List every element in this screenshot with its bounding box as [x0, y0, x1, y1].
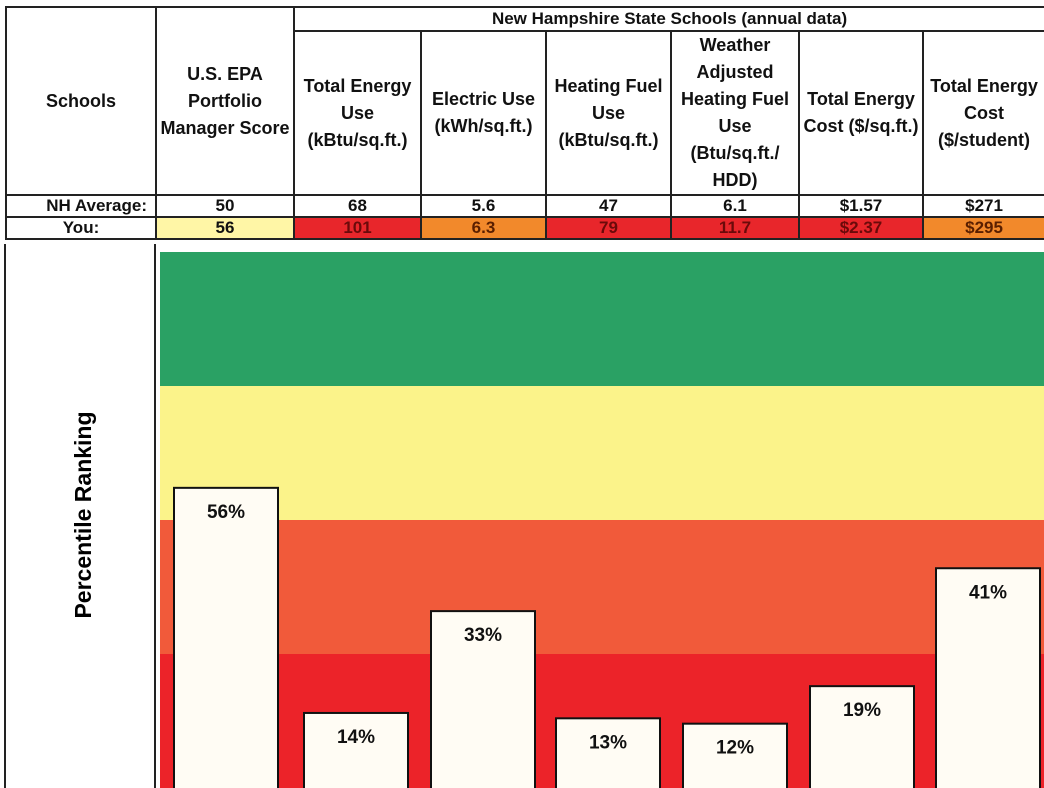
column-header: Weather Adjusted Heating Fuel Use (Btu/s… [670, 30, 800, 196]
bar [682, 722, 788, 788]
column-header: Heating Fuel Use (kBtu/sq.ft.) [545, 30, 672, 196]
cell: $1.57 [798, 194, 924, 218]
band [160, 386, 1044, 520]
bar [430, 610, 536, 788]
bar [935, 567, 1041, 788]
row-label: You: [5, 216, 157, 240]
cell: $2.37 [798, 216, 924, 240]
bar [303, 711, 409, 788]
cell: 6.3 [420, 216, 547, 240]
chart: Percentile Ranking 56% 14% 33% 13% 12% 19% 41% [4, 244, 1044, 788]
column-header: Total Energy Use (kBtu/sq.ft.) [293, 30, 422, 196]
band [160, 252, 1044, 386]
value-label: 12% [716, 738, 754, 759]
cell: 50 [155, 194, 295, 218]
score-header: U.S. EPA Portfolio Manager Score [155, 6, 295, 196]
cell: $295 [921, 216, 1044, 240]
corner-header: Schools [5, 6, 157, 196]
cell: 11.7 [670, 216, 800, 240]
value-label: 13% [589, 732, 627, 753]
band [160, 520, 1044, 654]
value-label: 33% [464, 625, 502, 646]
column-header: Total Energy Cost ($/sq.ft.) [798, 30, 924, 196]
cell: $271 [921, 194, 1044, 218]
table-row: NH Average: 50 68 5.6 47 6.1 $1.57 $271 [5, 194, 1044, 218]
value-label: 14% [337, 727, 375, 748]
cell: 5.6 [420, 194, 547, 218]
bar [555, 717, 661, 788]
y-axis-label: Percentile Ranking [70, 411, 96, 618]
column-header: Total Energy Cost ($/student) [921, 30, 1044, 196]
data-table: Schools U.S. EPA Portfolio Manager Score… [5, 6, 1044, 240]
value-label: 56% [207, 502, 245, 523]
cell: 6.1 [670, 194, 800, 218]
cell: 101 [293, 216, 422, 240]
table-row: You: 56 101 6.3 79 11.7 $2.37 $295 [5, 216, 1044, 240]
bar [173, 486, 279, 788]
cell: 56 [155, 216, 295, 240]
row-label: NH Average: [5, 194, 157, 218]
bar [809, 685, 915, 788]
cell: 79 [545, 216, 672, 240]
value-label: 41% [969, 582, 1007, 603]
column-header: Electric Use (kWh/sq.ft.) [420, 30, 547, 196]
group-header: New Hampshire State Schools (annual data… [292, 6, 1044, 32]
cell: 68 [293, 194, 422, 218]
value-label: 19% [843, 700, 881, 721]
cell: 47 [545, 194, 672, 218]
